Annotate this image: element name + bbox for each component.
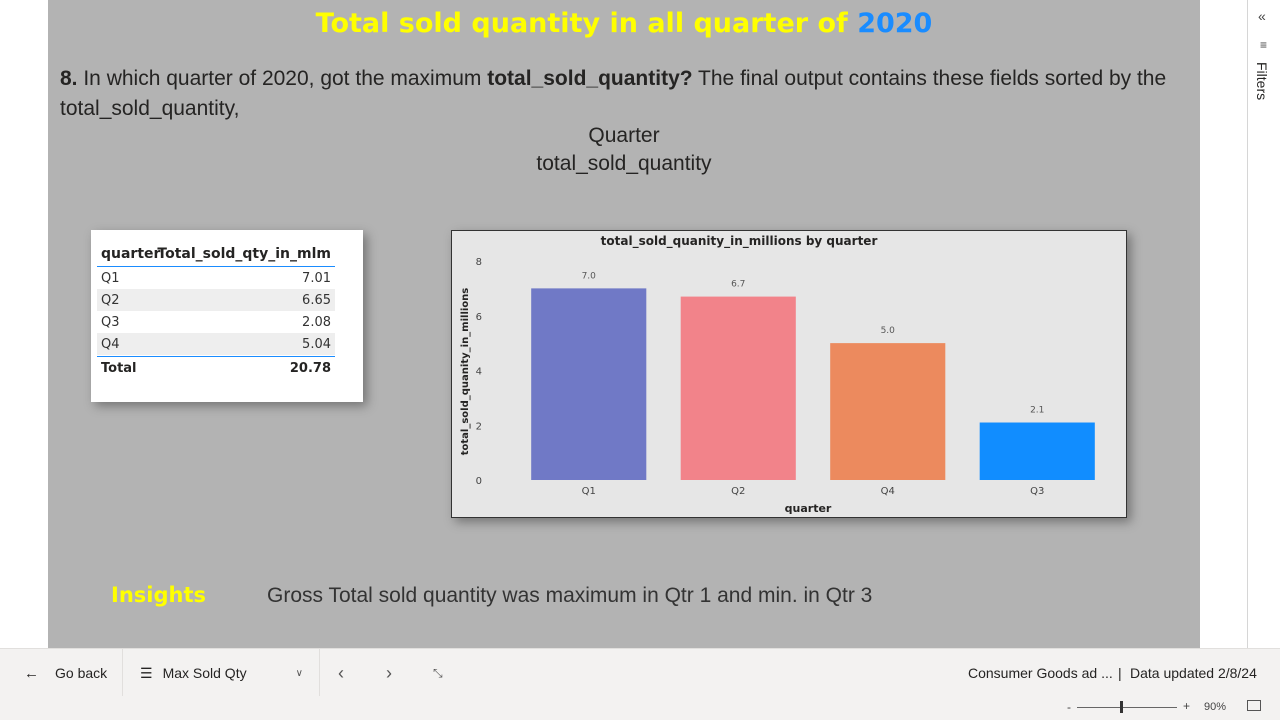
chevron-down-icon: ∨ xyxy=(295,667,303,679)
chevron-left-icon: ‹ xyxy=(338,662,344,683)
zoom-level[interactable]: 90% xyxy=(1204,701,1227,713)
insights-text: Gross Total sold quantity was maximum in… xyxy=(267,584,873,607)
divider xyxy=(319,649,320,697)
table-cell-value: 7.01 xyxy=(302,271,331,286)
filters-pane[interactable]: « ≡ Filters xyxy=(1247,0,1280,648)
zoom-slider-thumb[interactable] xyxy=(1120,701,1123,713)
field-total-sold-quantity: total_sold_quantity xyxy=(536,152,712,175)
report-name-label: Consumer Goods ad ... xyxy=(968,665,1113,681)
table-cell-quarter: Q1 xyxy=(101,271,120,286)
table-header: quarter Total_sold_qty_in_mlm xyxy=(97,238,335,267)
page-title: Total sold quantity in all quarter of 20… xyxy=(48,8,1200,39)
x-tick-label: Q2 xyxy=(731,486,745,497)
chevron-right-icon: › xyxy=(386,662,392,683)
table-total-row: Total 20.78 xyxy=(97,356,335,379)
x-tick-label: Q3 xyxy=(1030,486,1044,497)
table-row[interactable]: Q4 5.04 xyxy=(97,333,335,355)
table-row[interactable]: Q2 6.65 xyxy=(97,289,335,311)
field-quarter: Quarter xyxy=(588,124,660,147)
filter-icon: ≡ xyxy=(1260,38,1268,52)
table-cell-quarter: Q3 xyxy=(101,315,120,330)
table-cell-quarter: Q4 xyxy=(101,337,120,352)
table-cell-value: 6.65 xyxy=(302,293,331,308)
x-axis-label: quarter xyxy=(785,502,832,515)
bar-chart[interactable]: total_sold_quanity_in_millions by quarte… xyxy=(451,230,1127,518)
double-chevron-left-icon[interactable]: « xyxy=(1258,8,1266,24)
zoom-in-button[interactable]: + xyxy=(1183,699,1191,713)
table-header-quarter[interactable]: quarter xyxy=(101,246,161,262)
y-tick-label: 6 xyxy=(476,312,482,323)
page-name: Max Sold Qty xyxy=(162,665,247,681)
fit-to-page-icon[interactable] xyxy=(1247,700,1261,711)
divider-bar: | xyxy=(1118,665,1122,681)
table-row[interactable]: Q1 7.01 xyxy=(97,267,335,289)
go-back-label: Go back xyxy=(55,665,108,681)
chart-title: total_sold_quanity_in_millions by quarte… xyxy=(601,234,878,249)
page-title-main: Total sold quantity in all quarter of xyxy=(315,8,858,39)
table-total-label: Total xyxy=(101,361,137,376)
data-label: 5.0 xyxy=(881,326,896,336)
y-tick-label: 4 xyxy=(476,367,482,378)
y-tick-label: 8 xyxy=(476,257,482,268)
next-page-button[interactable]: › xyxy=(386,649,392,697)
table-cell-value: 5.04 xyxy=(302,337,331,352)
pages-list-icon: ☰ xyxy=(140,664,153,681)
question-part-2: The final output contains these fields s… xyxy=(60,67,1167,120)
y-tick-label: 0 xyxy=(476,476,482,487)
divider xyxy=(122,649,123,697)
table-row[interactable]: Q3 2.08 xyxy=(97,311,335,333)
x-tick-label: Q1 xyxy=(582,486,596,497)
page-selector-dropdown[interactable]: ☰ Max Sold Qty ∨ xyxy=(140,649,305,697)
y-tick-label: 2 xyxy=(476,421,482,432)
zoom-slider-track[interactable] xyxy=(1077,707,1177,708)
report-canvas: Total sold quantity in all quarter of 20… xyxy=(48,0,1200,648)
data-updated-label: Data updated 2/8/24 xyxy=(1130,665,1257,681)
bar-chart-svg: total_sold_quanity_in_millions by quarte… xyxy=(460,234,1095,515)
data-updated-status: Data updated 2/8/24 xyxy=(1130,649,1257,697)
arrow-left-icon: ← xyxy=(24,664,39,682)
data-label: 2.1 xyxy=(1030,406,1044,416)
question-bold: total_sold_quantity? xyxy=(487,67,693,90)
y-axis-label: total_sold_quanity_in_millions xyxy=(460,288,471,456)
bar-q2 xyxy=(680,296,796,480)
quarter-table[interactable]: quarter Total_sold_qty_in_mlm Q1 7.01 Q2… xyxy=(91,230,363,402)
status-bar: - + 90% xyxy=(0,696,1280,720)
question-text: 8. In which quarter of 2020, got the max… xyxy=(60,64,1180,124)
insights-label: Insights xyxy=(111,583,206,607)
data-label: 7.0 xyxy=(582,271,597,281)
page-title-year: 2020 xyxy=(857,8,933,39)
previous-page-button[interactable]: ‹ xyxy=(338,649,344,697)
bar-q1 xyxy=(531,288,647,480)
bar-q4 xyxy=(830,343,946,480)
table-header-total[interactable]: Total_sold_qty_in_mlm xyxy=(157,246,331,262)
bottom-navigation-bar: ← Go back ☰ Max Sold Qty ∨ ‹ › ⤡ Consume… xyxy=(0,648,1280,697)
data-label: 6.7 xyxy=(731,280,745,290)
bar-q3 xyxy=(979,422,1095,480)
table-cell-quarter: Q2 xyxy=(101,293,120,308)
table-total-value: 20.78 xyxy=(289,361,331,376)
report-name[interactable]: Consumer Goods ad ... xyxy=(968,649,1113,697)
table-cell-value: 2.08 xyxy=(302,315,331,330)
exit-focus-mode-button[interactable]: ⤡ xyxy=(433,649,443,697)
output-fields: Quarter total_sold_quantity xyxy=(48,122,1200,178)
filters-label[interactable]: Filters xyxy=(1254,62,1270,101)
minimize-arrows-icon: ⤡ xyxy=(433,665,443,680)
question-part-1: In which quarter of 2020, got the maximu… xyxy=(77,67,488,90)
go-back-button[interactable]: ← Go back xyxy=(24,649,107,697)
question-number: 8. xyxy=(60,67,78,90)
zoom-out-button[interactable]: - xyxy=(1067,700,1071,714)
x-tick-label: Q4 xyxy=(881,486,895,497)
